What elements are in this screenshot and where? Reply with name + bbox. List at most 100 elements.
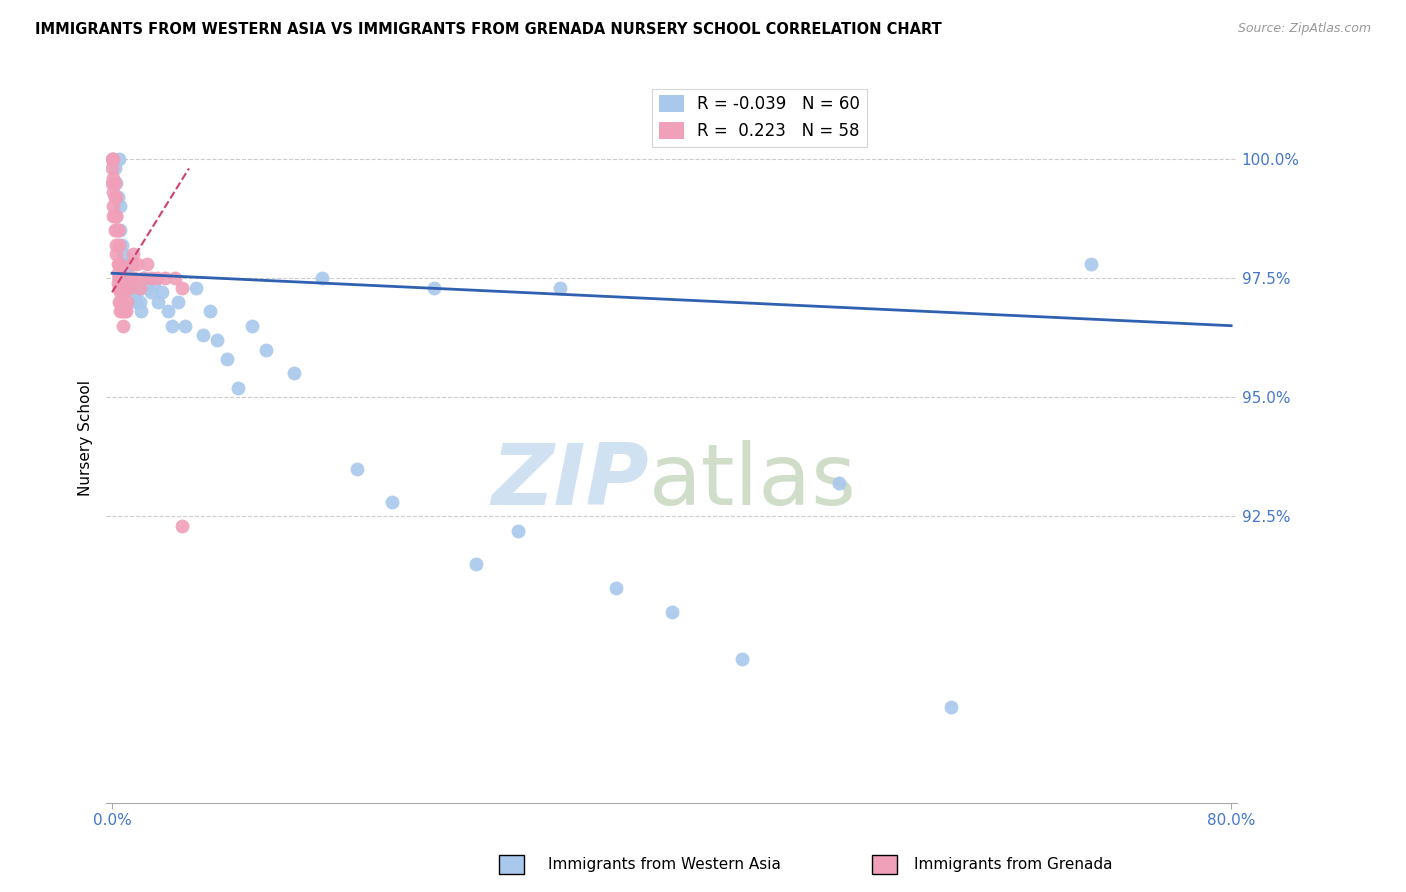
Point: [103, 152, 125, 166]
Point: [114, 304, 136, 318]
Point: [191, 328, 214, 343]
Point: [122, 247, 145, 261]
Point: [103, 209, 125, 223]
Point: [103, 185, 125, 199]
Point: [381, 495, 404, 509]
Point: [105, 247, 128, 261]
Point: [104, 223, 127, 237]
Point: [107, 223, 129, 237]
Point: [103, 152, 125, 166]
Point: [107, 190, 129, 204]
Point: [111, 294, 134, 309]
Point: [122, 285, 145, 300]
Point: [107, 257, 129, 271]
Point: [134, 271, 156, 285]
Point: [118, 280, 141, 294]
Point: [1080, 257, 1102, 271]
Point: [117, 266, 139, 280]
Point: [132, 271, 155, 285]
Point: [110, 199, 132, 213]
Point: [107, 223, 129, 237]
Point: [548, 280, 571, 294]
Point: [111, 237, 134, 252]
Point: [121, 257, 143, 271]
Point: [103, 176, 125, 190]
Point: [112, 247, 135, 261]
Point: [120, 271, 142, 285]
Point: [184, 280, 207, 294]
Point: [121, 276, 143, 290]
Point: [155, 271, 177, 285]
Point: [131, 304, 153, 318]
Point: [141, 285, 163, 300]
Point: [127, 285, 149, 300]
Point: [143, 276, 166, 290]
Text: Source: ZipAtlas.com: Source: ZipAtlas.com: [1237, 22, 1371, 36]
Point: [103, 199, 125, 213]
Point: [108, 257, 131, 271]
Point: [215, 352, 238, 367]
Point: [156, 304, 179, 318]
Point: [311, 271, 333, 285]
Point: [828, 476, 851, 491]
Y-axis label: Nursery School: Nursery School: [79, 380, 93, 496]
Point: [160, 318, 183, 333]
Point: [101, 161, 124, 176]
Point: [125, 294, 148, 309]
Point: [124, 280, 146, 294]
Point: [148, 294, 170, 309]
Point: [423, 280, 446, 294]
Point: [346, 461, 368, 475]
Point: [506, 524, 529, 538]
Point: [205, 333, 228, 347]
Point: [104, 161, 127, 176]
Point: [129, 294, 152, 309]
Point: [117, 294, 139, 309]
Point: [110, 257, 132, 271]
Point: [226, 381, 249, 395]
Point: [107, 276, 129, 290]
Point: [198, 304, 221, 318]
Point: [114, 257, 136, 271]
Point: [115, 304, 138, 318]
Point: [104, 176, 127, 190]
Point: [118, 276, 141, 290]
Point: [104, 190, 127, 204]
Point: [101, 176, 124, 190]
Point: [464, 557, 486, 571]
Point: [166, 294, 188, 309]
Point: [104, 190, 127, 204]
Point: [605, 581, 627, 595]
Point: [110, 304, 132, 318]
Text: ZIP: ZIP: [491, 440, 650, 523]
Point: [105, 223, 128, 237]
Point: [104, 209, 127, 223]
Point: [101, 152, 124, 166]
Text: IMMIGRANTS FROM WESTERN ASIA VS IMMIGRANTS FROM GRENADA NURSERY SCHOOL CORRELATI: IMMIGRANTS FROM WESTERN ASIA VS IMMIGRAN…: [35, 22, 942, 37]
Point: [112, 285, 135, 300]
Point: [105, 209, 128, 223]
Point: [136, 280, 159, 294]
Point: [661, 605, 683, 619]
Point: [110, 294, 132, 309]
Point: [112, 266, 135, 280]
Text: atlas: atlas: [650, 440, 858, 523]
Point: [108, 237, 131, 252]
Point: [730, 652, 752, 666]
Point: [120, 271, 142, 285]
Point: [105, 190, 128, 204]
Point: [122, 271, 145, 285]
Point: [152, 285, 174, 300]
Text: Immigrants from Grenada: Immigrants from Grenada: [914, 857, 1112, 872]
Point: [163, 271, 186, 285]
Point: [105, 209, 128, 223]
Point: [114, 271, 136, 285]
Point: [108, 280, 131, 294]
Point: [117, 271, 139, 285]
Point: [115, 280, 138, 294]
Point: [105, 176, 128, 190]
Point: [283, 367, 305, 381]
Point: [254, 343, 277, 357]
Point: [941, 700, 963, 714]
Point: [120, 280, 142, 294]
